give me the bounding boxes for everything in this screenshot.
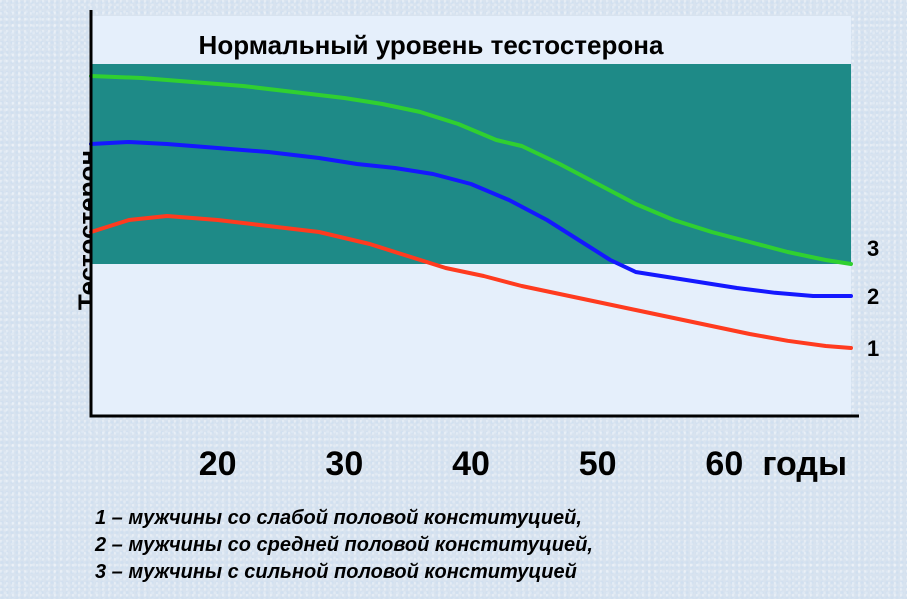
legend-line-1: 1 – мужчины со слабой половой конституци… xyxy=(95,505,593,532)
x-axis-title: годы xyxy=(762,445,847,484)
series-label-3: 3 xyxy=(867,236,879,262)
xtick-40: 40 xyxy=(452,445,490,484)
xtick-60: 60 xyxy=(705,445,743,484)
chart-title: Нормальный уровень тестостерона xyxy=(199,30,664,60)
chart-area: Нормальный уровень тестостерона xyxy=(55,8,870,438)
series-label-1: 1 xyxy=(867,336,879,362)
xtick-30: 30 xyxy=(325,445,363,484)
series-label-2: 2 xyxy=(867,284,879,310)
xtick-50: 50 xyxy=(579,445,617,484)
legend: 1 – мужчины со слабой половой конституци… xyxy=(95,505,593,586)
x-axis-ticks: 20 30 40 50 60 xyxy=(55,445,870,485)
legend-line-2: 2 – мужчины со средней половой конституц… xyxy=(95,532,593,559)
xtick-20: 20 xyxy=(199,445,237,484)
legend-line-3: 3 – мужчины с сильной половой конституци… xyxy=(95,559,593,586)
